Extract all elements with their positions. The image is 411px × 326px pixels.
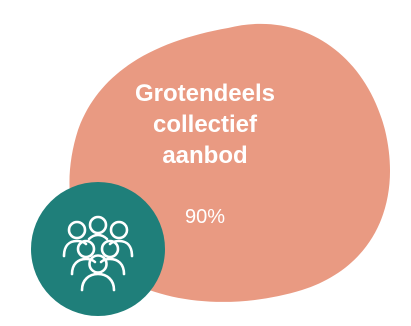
percentage-value: 90% [184, 206, 226, 228]
group-badge [31, 182, 165, 316]
card-title-line-2: collectief [152, 111, 258, 138]
card-title-line-1: Grotendeels [134, 80, 276, 107]
card-title: Grotendeels collectief aanbod [105, 78, 305, 171]
card-title-line-3: aanbod [162, 142, 248, 169]
group-of-people-icon [62, 215, 134, 292]
